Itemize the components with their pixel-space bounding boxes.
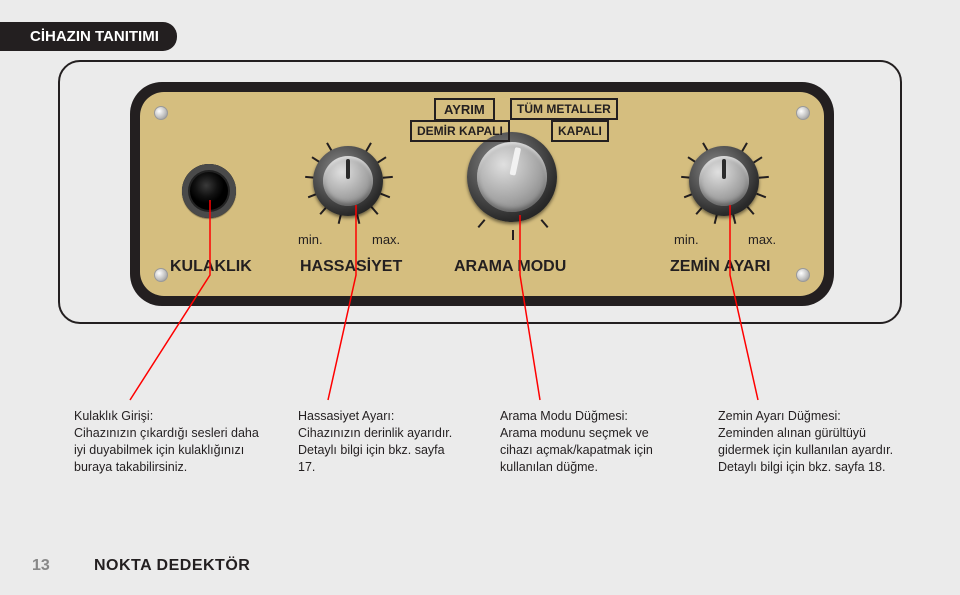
page-header-title: CİHAZIN TANITIMI	[30, 28, 159, 45]
callout-title: Arama Modu Düğmesi:	[500, 408, 680, 425]
callout-zemin-ayari: Zemin Ayarı Düğmesi: Zeminden alınan gür…	[718, 408, 908, 476]
mode-label-demir-kapali: DEMİR KAPALI	[410, 120, 510, 142]
headphone-jack	[182, 164, 236, 218]
callout-text: Cihazınızın çıkardığı sesleri daha iyi d…	[74, 426, 259, 474]
screw-icon	[796, 106, 810, 120]
ground-balance-dial	[664, 136, 784, 226]
callout-text: Zeminden alınan gürültüyü gidermek için …	[718, 426, 893, 474]
screw-icon	[796, 268, 810, 282]
device-panel-frame: AYRIM DEMİR KAPALI TÜM METALLER KAPALI m…	[58, 60, 902, 324]
mode-label-tum-metaller: TÜM METALLER	[510, 98, 618, 120]
min-label: min.	[674, 232, 699, 247]
sensitivity-dial	[288, 136, 408, 226]
max-label: max.	[748, 232, 776, 247]
mode-label-kapali: KAPALI	[551, 120, 609, 142]
footer-brand: NOKTA DEDEKTÖR	[94, 557, 250, 575]
callout-text: Cihazınızın derinlik ayarıdır. Detaylı b…	[298, 426, 452, 474]
knob[interactable]	[313, 146, 383, 216]
callout-title: Hassasiyet Ayarı:	[298, 408, 458, 425]
mode-label-ayrim: AYRIM	[434, 98, 495, 121]
ground-caption: ZEMİN AYARI	[670, 258, 770, 276]
callout-title: Zemin Ayarı Düğmesi:	[718, 408, 908, 425]
knob[interactable]	[467, 132, 557, 222]
sensitivity-caption: HASSASİYET	[300, 258, 402, 276]
callout-text: Arama modunu seçmek ve cihazı açmak/kapa…	[500, 426, 653, 474]
device-faceplate: AYRIM DEMİR KAPALI TÜM METALLER KAPALI m…	[130, 82, 834, 306]
min-label: min.	[298, 232, 323, 247]
faceplate-interior: AYRIM DEMİR KAPALI TÜM METALLER KAPALI m…	[140, 92, 824, 296]
mode-caption: ARAMA MODU	[454, 258, 566, 276]
callout-kulaklik: Kulaklık Girişi: Cihazınızın çıkardığı s…	[74, 408, 264, 476]
callout-arama-modu: Arama Modu Düğmesi: Arama modunu seçmek …	[500, 408, 680, 476]
screw-icon	[154, 106, 168, 120]
search-mode-dial	[452, 132, 572, 240]
page-header-tab: CİHAZIN TANITIMI	[0, 22, 177, 51]
max-label: max.	[372, 232, 400, 247]
jack-caption: KULAKLIK	[170, 258, 252, 276]
callout-hassasiyet: Hassasiyet Ayarı: Cihazınızın derinlik a…	[298, 408, 458, 476]
callout-title: Kulaklık Girişi:	[74, 408, 264, 425]
page-number: 13	[32, 557, 50, 575]
screw-icon	[154, 268, 168, 282]
knob[interactable]	[689, 146, 759, 216]
